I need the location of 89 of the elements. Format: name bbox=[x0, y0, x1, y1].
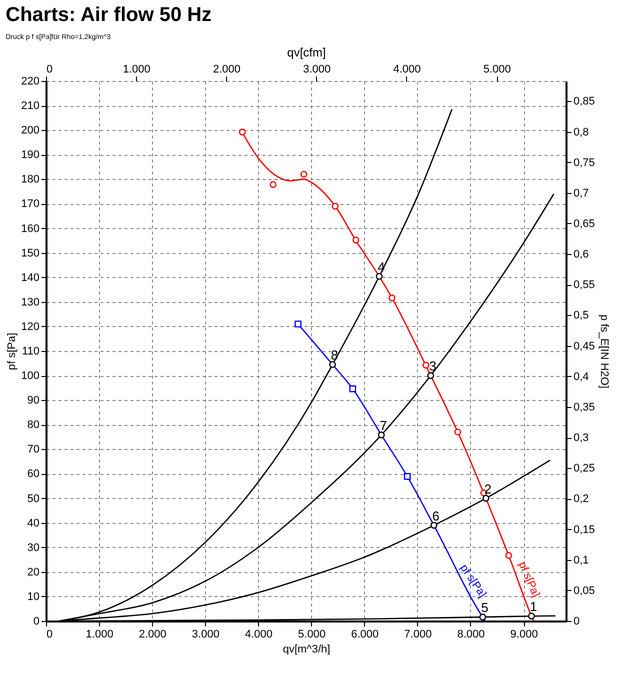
y2-tick-label: 0,05 bbox=[574, 584, 595, 597]
y2-tick-label: 0,15 bbox=[574, 524, 595, 536]
y-tick-label: 220 bbox=[21, 76, 40, 88]
x2-tick-label: 2.000 bbox=[212, 64, 241, 76]
y-tick-label: 40 bbox=[27, 517, 40, 530]
y-tick-label: 100 bbox=[21, 370, 40, 382]
y-tick-label: 50 bbox=[27, 492, 40, 505]
y-tick-label: 70 bbox=[27, 444, 40, 456]
point bbox=[404, 473, 411, 480]
y2-tick-label: 0,8 bbox=[574, 126, 589, 138]
chart-title: Charts: Air flow 50 Hz bbox=[6, 4, 212, 26]
x-tick-label: 3.000 bbox=[192, 628, 220, 640]
y-tick-label: 150 bbox=[21, 247, 40, 260]
y-tick-label: 160 bbox=[21, 222, 40, 235]
point bbox=[430, 522, 438, 529]
y-axis-title: pf s[Pa] bbox=[6, 332, 18, 370]
y2-tick-label: 0,6 bbox=[574, 248, 589, 261]
y2-tick-label: 0,3 bbox=[574, 432, 589, 444]
x-tick-label: 8.000 bbox=[457, 628, 485, 640]
y2-tick-label: 0 bbox=[574, 616, 580, 628]
x-tick-label: 0 bbox=[46, 628, 53, 640]
y-tick-label: 140 bbox=[21, 272, 40, 284]
y-tick-label: 210 bbox=[21, 100, 40, 112]
point bbox=[329, 361, 336, 368]
x2-axis-title: qv[cfm] bbox=[287, 46, 326, 60]
point bbox=[482, 494, 490, 502]
y2-tick-label: 0,2 bbox=[574, 493, 589, 506]
y-tick-label: 20 bbox=[27, 566, 40, 578]
point bbox=[352, 236, 360, 244]
point bbox=[505, 552, 512, 559]
x-axis-title: qv[m^3/h] bbox=[282, 644, 330, 656]
x2-tick-label: 4.000 bbox=[393, 64, 421, 76]
y-tick-label: 180 bbox=[21, 174, 40, 186]
point bbox=[349, 385, 356, 392]
annotation: 6 bbox=[432, 508, 440, 524]
y-tick-label: 60 bbox=[27, 468, 40, 480]
point bbox=[294, 320, 302, 328]
point bbox=[427, 372, 434, 379]
y2-tick-label: 0,45 bbox=[574, 340, 595, 352]
point bbox=[378, 432, 385, 438]
point bbox=[270, 181, 277, 188]
y-tick-label: 90 bbox=[27, 394, 40, 407]
x2-tick-label: 1.000 bbox=[122, 64, 150, 76]
y2-tick-label: 0,5 bbox=[574, 310, 589, 322]
y2-tick-label: 0,75 bbox=[574, 156, 595, 169]
point bbox=[332, 202, 339, 210]
x-tick-label: 7.000 bbox=[404, 628, 432, 640]
annotation: 3 bbox=[429, 358, 436, 374]
point bbox=[479, 614, 486, 620]
y-tick-label: 170 bbox=[21, 198, 40, 210]
x-tick-label: 1.000 bbox=[86, 628, 114, 640]
y2-tick-label: 0,65 bbox=[574, 218, 595, 230]
y2-tick-label: 0,85 bbox=[574, 96, 595, 108]
annotation: 2 bbox=[484, 481, 492, 496]
y-tick-label: 130 bbox=[21, 296, 40, 308]
x2-tick-label: 0 bbox=[46, 64, 53, 76]
x-tick-label: 6.000 bbox=[351, 628, 379, 640]
point bbox=[376, 272, 383, 280]
y-tick-label: 110 bbox=[22, 346, 40, 358]
y2-tick-label: 0,35 bbox=[574, 401, 595, 414]
annotation: 5 bbox=[481, 600, 488, 616]
x2-tick-label: 3.000 bbox=[303, 64, 331, 76]
y-tick-label: 30 bbox=[27, 542, 40, 554]
annotation: 7 bbox=[380, 418, 387, 433]
y-tick-label: 0 bbox=[33, 616, 40, 628]
x-tick-label: 2.000 bbox=[138, 628, 166, 640]
y2-tick-label: 0,4 bbox=[574, 370, 589, 383]
annotation: 1 bbox=[530, 599, 538, 614]
y-tick-label: 190 bbox=[21, 149, 40, 162]
y2-axis-title: p fs_E[IN H2O] bbox=[598, 314, 610, 388]
point bbox=[238, 128, 246, 136]
point bbox=[422, 362, 430, 369]
x-tick-label: 5.000 bbox=[298, 628, 326, 640]
y-tick-label: 120 bbox=[21, 320, 40, 333]
y2-tick-label: 0,55 bbox=[574, 279, 595, 292]
x-tick-label: 4.000 bbox=[244, 628, 273, 640]
y-tick-label: 10 bbox=[27, 590, 40, 603]
y2-tick-label: 0,7 bbox=[574, 187, 589, 200]
point bbox=[454, 428, 462, 436]
y-tick-label: 200 bbox=[21, 124, 40, 137]
y2-tick-label: 0,1 bbox=[574, 554, 589, 566]
point bbox=[300, 170, 308, 178]
point bbox=[528, 612, 535, 620]
text: pf s[Pa] bbox=[516, 560, 542, 600]
x2-tick-label: 5.000 bbox=[483, 64, 511, 76]
y-tick-label: 80 bbox=[27, 419, 40, 432]
point bbox=[388, 294, 396, 302]
y2-tick-label: 0,25 bbox=[574, 462, 595, 475]
x-tick-label: 9.000 bbox=[510, 628, 538, 640]
